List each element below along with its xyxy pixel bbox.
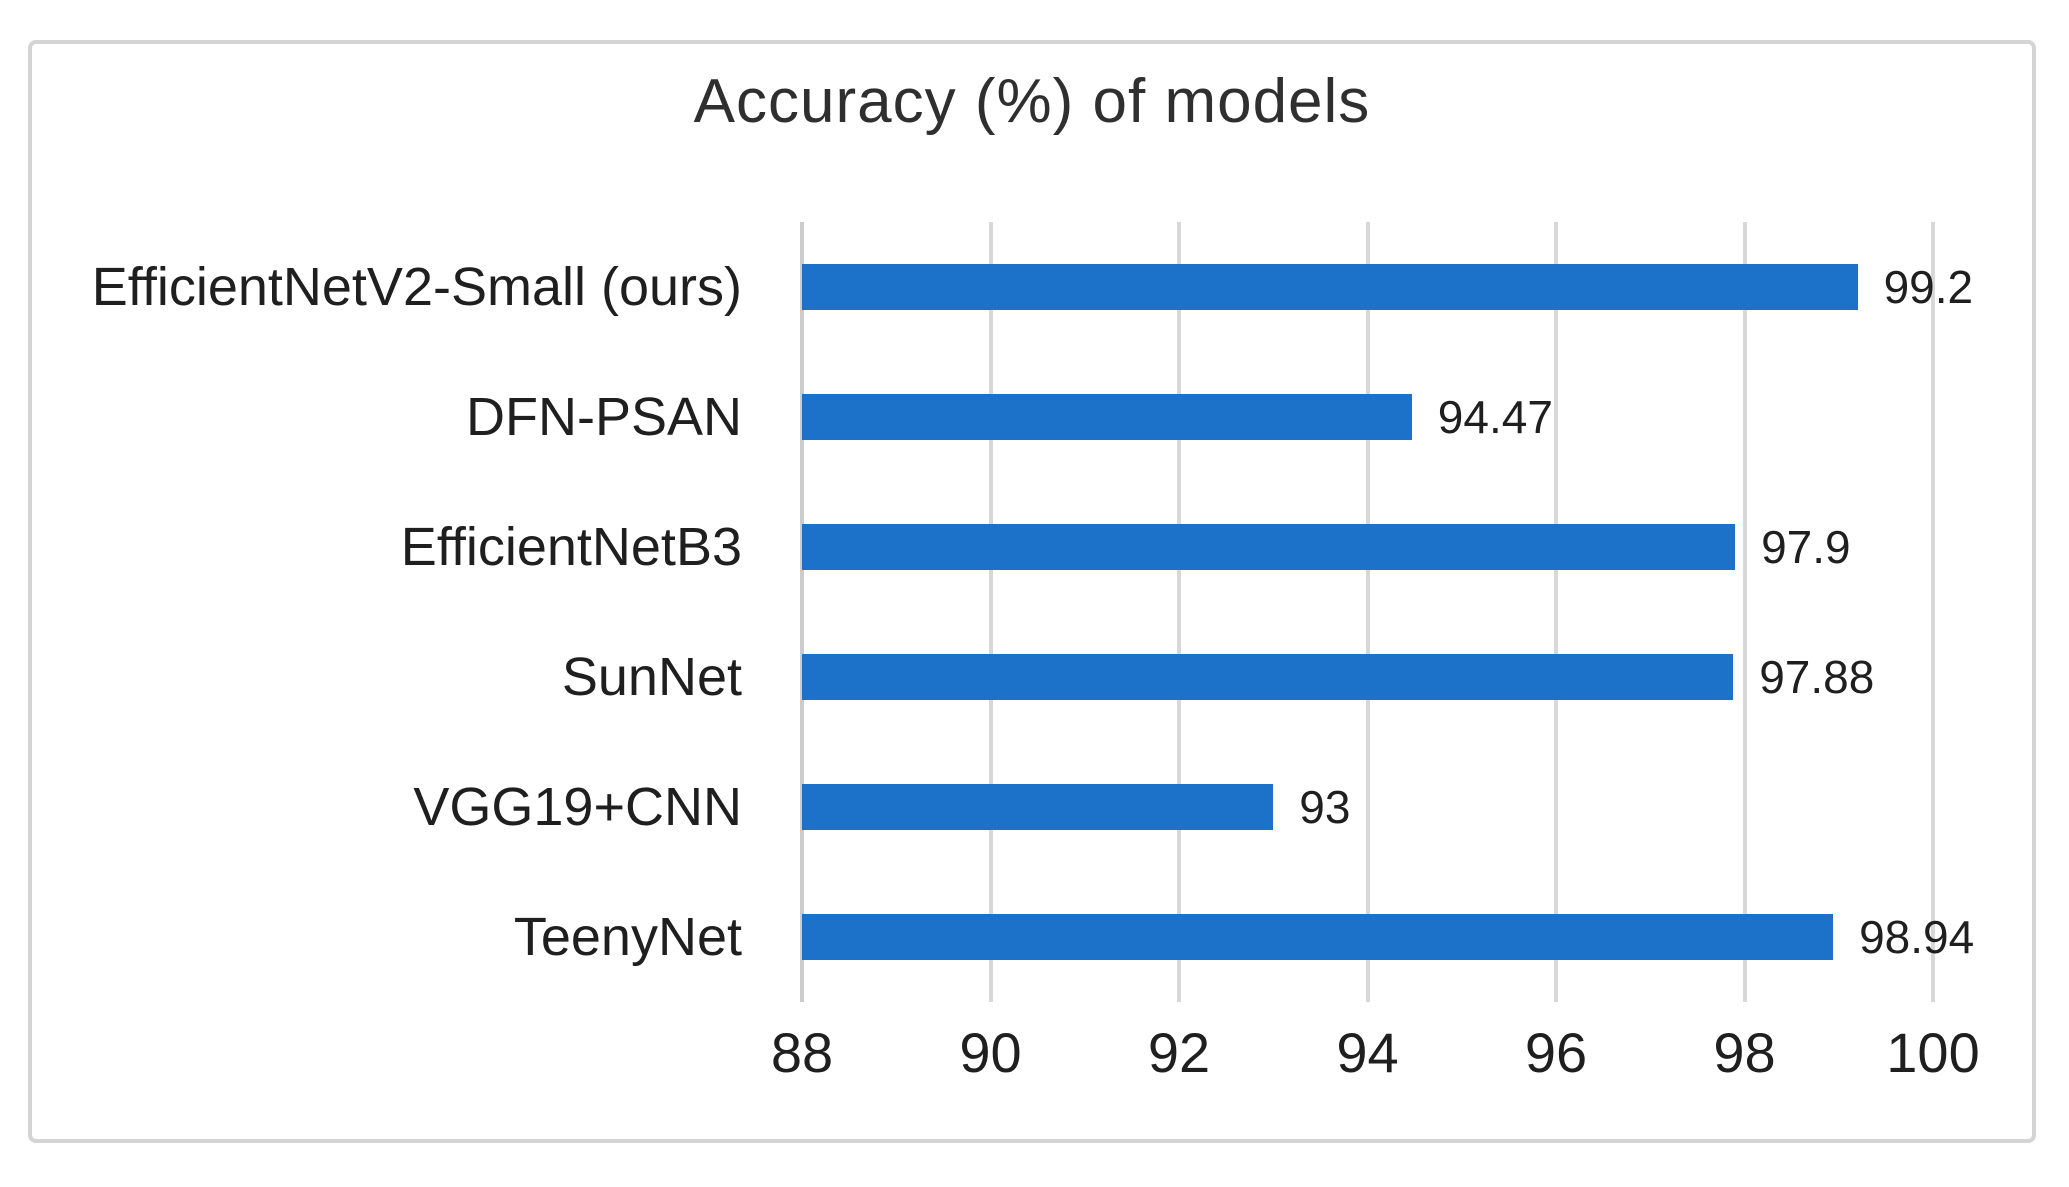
gridline (1931, 222, 1935, 1002)
gridline (1742, 222, 1747, 1002)
bar-value-label: 99.2 (1883, 261, 1974, 313)
bar-series: 99.2 94.47 97.9 97.88 93 98.94 (802, 222, 1974, 1002)
bar-row: 93 (802, 742, 1933, 872)
bar-row: 98.94 (802, 872, 1974, 1002)
bar-value-label: 98.94 (1859, 911, 1975, 963)
bar-value-label: 94.47 (1437, 391, 1553, 443)
bar (802, 654, 1734, 700)
x-axis-tick-labels: 88 90 92 94 96 98 100 (771, 1020, 1980, 1090)
bar (802, 524, 1736, 570)
bar-value-label: 93 (1299, 781, 1351, 833)
gridline (988, 222, 993, 1002)
bar (802, 394, 1412, 440)
gridline (1365, 222, 1370, 1002)
x-tick-label: 88 (770, 1021, 834, 1084)
gridline (1177, 222, 1181, 1002)
category-label: VGG19+CNN (413, 777, 742, 837)
gridline (1554, 222, 1558, 1002)
chart-title: Accuracy (%) of models (693, 67, 1371, 136)
category-label: DFN-PSAN (465, 387, 742, 447)
x-tick-label: 96 (1524, 1021, 1588, 1084)
x-tick-label: 92 (1147, 1021, 1211, 1084)
bar-value-label: 97.9 (1761, 521, 1851, 573)
bar (802, 914, 1834, 960)
category-label: EfficientNetV2-Small (ours) (91, 257, 742, 317)
category-axis-labels: EfficientNetV2-Small (ours) DFN-PSAN Effic… (28, 222, 772, 1002)
bar-row: 99.2 (802, 222, 1973, 352)
category-label: TeenyNet (513, 907, 742, 967)
x-tick-label: 100 (1886, 1021, 1980, 1084)
x-tick-label: 98 (1713, 1021, 1776, 1084)
bar-value-label: 97.88 (1759, 651, 1875, 703)
value-axis-line (800, 222, 804, 1002)
x-tick-label: 94 (1336, 1021, 1399, 1084)
category-label: SunNet (561, 647, 742, 707)
category-label: EfficientNetB3 (400, 517, 742, 577)
plot-area: 99.2 94.47 97.9 97.88 93 98.94 (800, 222, 1974, 1002)
bar (802, 264, 1858, 310)
bar-row: 94.47 (802, 352, 1933, 482)
bar-row: 97.88 (802, 612, 1933, 742)
bar (802, 784, 1274, 830)
bar-row: 97.9 (802, 482, 1933, 612)
x-tick-label: 90 (959, 1021, 1022, 1084)
